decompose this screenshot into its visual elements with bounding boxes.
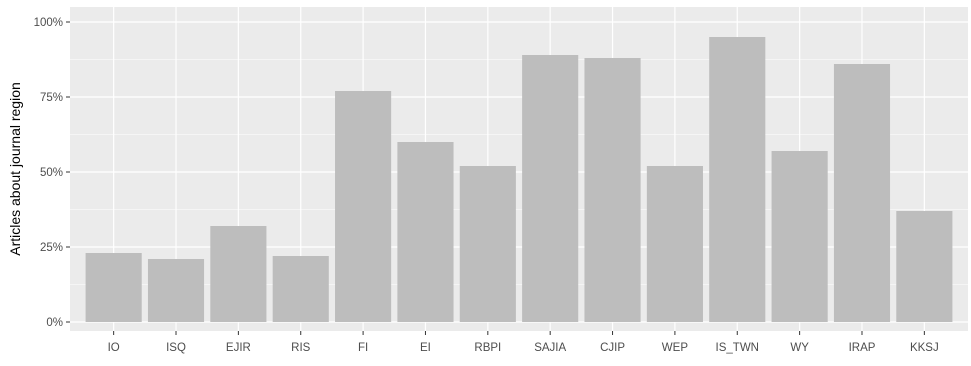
y-axis-title: Articles about journal region: [7, 82, 23, 256]
x-tick-label: WY: [790, 342, 809, 354]
x-tick-label: WEP: [662, 342, 689, 354]
x-tick-label: FI: [358, 342, 368, 354]
plot-panel: [70, 7, 968, 331]
bar-ei: [397, 142, 454, 322]
y-tick-label: 0%: [46, 317, 63, 329]
bar-isq: [147, 259, 205, 322]
x-tick-label: IO: [108, 342, 120, 354]
bars-group: [85, 37, 953, 322]
bar-irap: [833, 64, 891, 322]
bar-kksj: [896, 211, 953, 322]
bar-sajia: [522, 55, 579, 322]
bar-ris: [272, 256, 329, 322]
x-tick-label: ISQ: [166, 342, 186, 354]
y-tick-label: 100%: [34, 17, 63, 29]
x-tick-label: CJIP: [600, 342, 625, 354]
x-tick-label: RBPI: [474, 342, 501, 354]
x-tick-label: IS_TWN: [716, 342, 759, 354]
bar-wep: [646, 166, 703, 322]
y-tick-label: 50%: [40, 167, 63, 179]
bar-ejir: [210, 226, 267, 322]
x-axis-ticks: IO ISQ EJIR RIS FI EI RBPI SAJIA CJIP WEP IS_TWN WY…: [108, 331, 939, 354]
y-tick-label: 75%: [40, 92, 63, 104]
y-tick-label: 25%: [40, 242, 63, 254]
x-tick-label: EJIR: [226, 342, 251, 354]
x-tick-label: EI: [420, 342, 431, 354]
bar-fi: [335, 91, 392, 322]
x-tick-label: RIS: [291, 342, 311, 354]
bar-io: [85, 253, 142, 322]
bar-wy: [771, 151, 828, 322]
x-tick-label: SAJIA: [534, 342, 566, 354]
y-axis-ticks: 0% 25% 50% 75% 100%: [34, 17, 70, 329]
x-tick-label: IRAP: [849, 342, 876, 354]
x-tick-label: KKSJ: [910, 342, 939, 354]
bar-cjip: [584, 58, 641, 322]
bar-is-twn: [709, 37, 766, 322]
bar-rbpi: [459, 166, 516, 322]
